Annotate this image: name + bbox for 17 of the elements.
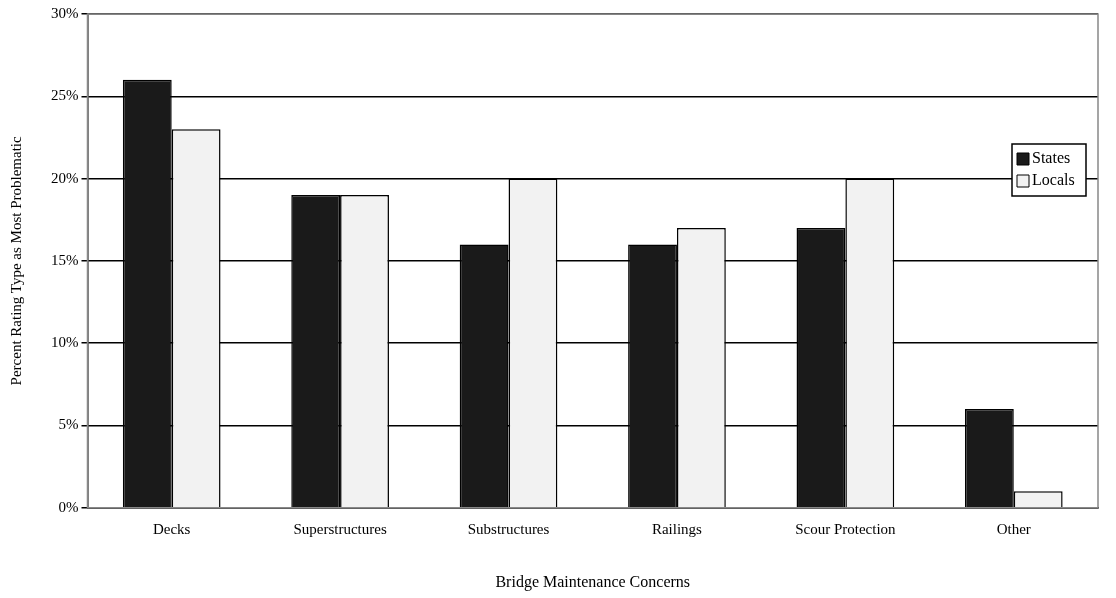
y-tick-label: 25% xyxy=(51,87,79,104)
y-tick-label: 20% xyxy=(51,169,79,186)
x-tick-label: Decks xyxy=(152,520,191,537)
y-tick-label: 0% xyxy=(58,498,79,515)
y-axis-title: Percent Rating Type as Most Problematic xyxy=(7,136,24,386)
y-tick-label: 10% xyxy=(51,334,79,351)
x-tick-label: Other xyxy=(996,520,1031,537)
legend-label: Locals xyxy=(1032,171,1075,189)
y-tick-label: 30% xyxy=(51,4,79,21)
y-tick-label: 5% xyxy=(58,416,79,433)
x-tick-label: Substructures xyxy=(467,520,550,537)
x-tick-label: Superstructures xyxy=(293,520,387,537)
x-axis-title: Bridge Maintenance Concerns xyxy=(495,572,691,591)
x-tick-label: Scour Protection xyxy=(795,520,897,537)
x-tick-label: Railings xyxy=(651,520,703,537)
legend-label: States xyxy=(1032,149,1071,167)
y-tick-label: 15% xyxy=(51,251,79,268)
